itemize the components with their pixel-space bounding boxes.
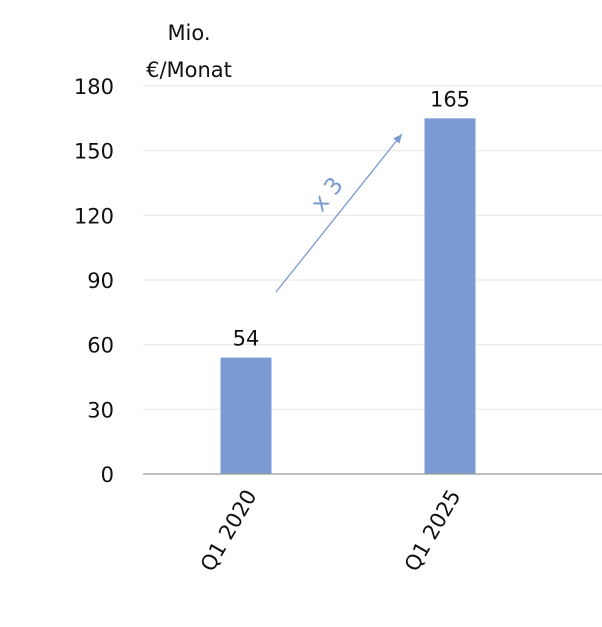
bars — [220, 118, 476, 474]
category-label: Q1 2020 — [196, 486, 262, 576]
data-labels: 54 165 — [233, 87, 470, 350]
y-tick-label: 30 — [87, 398, 114, 422]
bar — [220, 357, 272, 474]
y-tick-label: 60 — [87, 334, 114, 358]
bar — [424, 118, 476, 474]
x-axis-categories: Q1 2020 Q1 2025 — [196, 486, 466, 576]
growth-annotation: x 3 — [275, 133, 403, 293]
y-tick-label: 120 — [74, 204, 114, 228]
data-label: 54 — [233, 327, 260, 351]
unit-label-line-2: €/Monat — [146, 58, 232, 82]
arrow-head-icon — [393, 134, 402, 144]
unit-label-line-1: Mio. — [167, 21, 210, 45]
data-label: 165 — [430, 87, 470, 111]
gridlines — [143, 85, 602, 410]
y-tick-label: 0 — [101, 463, 114, 487]
category-label: Q1 2025 — [400, 486, 466, 576]
y-axis-ticks: 0 30 60 90 120 150 180 — [74, 75, 114, 487]
y-tick-label: 90 — [87, 269, 114, 293]
growth-factor-label: x 3 — [306, 173, 349, 217]
growth-arrow — [275, 133, 403, 293]
y-tick-label: 150 — [74, 140, 114, 164]
y-tick-label: 180 — [74, 75, 114, 99]
